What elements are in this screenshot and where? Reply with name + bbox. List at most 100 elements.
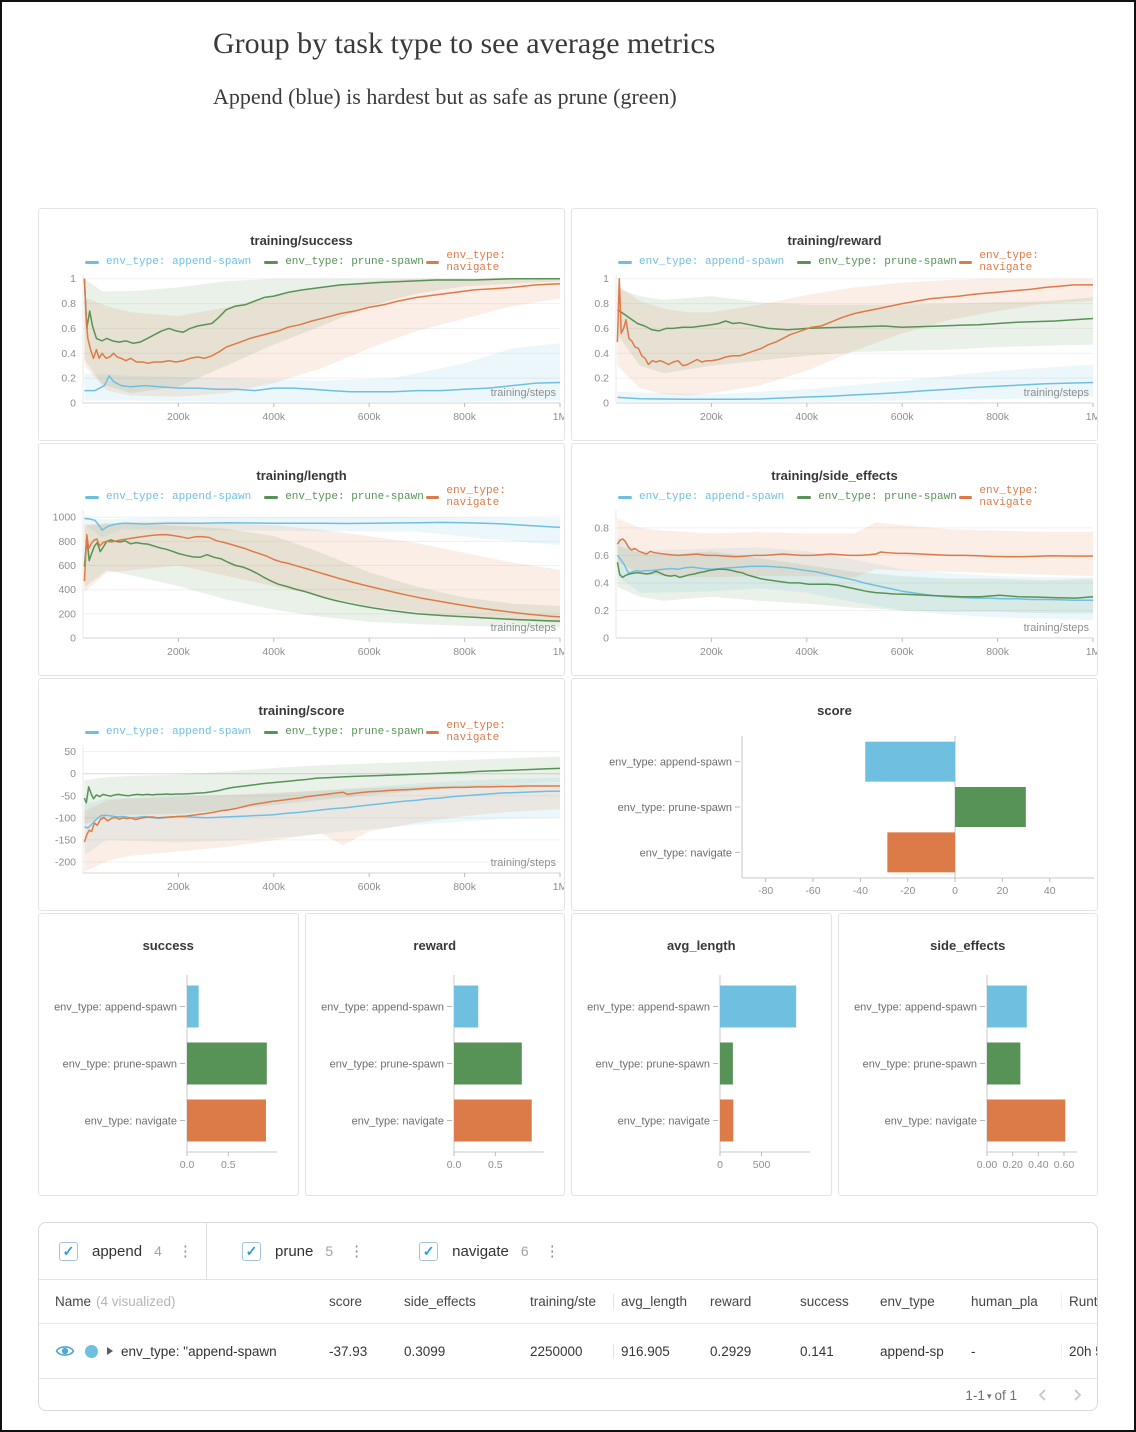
runset-tab-prune[interactable]: ✓ prune 5 ⋮ <box>242 1223 365 1279</box>
kebab-menu-icon[interactable]: ⋮ <box>177 1243 194 1260</box>
svg-text:0.0: 0.0 <box>180 1159 195 1171</box>
svg-text:50: 50 <box>64 746 76 758</box>
column-header-human-platform[interactable]: human_pla <box>971 1294 1038 1309</box>
checkbox-navigate[interactable]: ✓ <box>419 1241 439 1261</box>
runset-tab-navigate[interactable]: ✓ navigate 6 ⋮ <box>419 1223 561 1279</box>
prev-page-button[interactable] <box>1035 1387 1051 1403</box>
legend-item: env_type: navigate <box>958 250 1097 274</box>
svg-text:200k: 200k <box>700 411 724 423</box>
chevron-down-icon[interactable]: ▾ <box>986 1390 992 1401</box>
runset-tab-label[interactable]: append <box>92 1242 143 1260</box>
legend-item: env_type: navigate <box>958 485 1097 509</box>
column-header-score[interactable]: score <box>329 1294 363 1309</box>
svg-text:800k: 800k <box>453 411 477 423</box>
svg-text:600: 600 <box>58 560 76 572</box>
chart-legend: env_type: append-spawn env_type: prune-s… <box>85 720 564 744</box>
chart-canvas-training-success[interactable]: 0 0.2 0.4 0.6 0.8 1 200k 400k 600k 800k 1M training… <box>39 269 564 429</box>
panel-reward-bars: reward 0.0 0.5 env_type: append-spawn env_t… <box>304 913 565 1196</box>
svg-text:0.6: 0.6 <box>594 323 609 335</box>
svg-text:0: 0 <box>70 398 76 410</box>
legend-dash-icon <box>425 495 440 499</box>
svg-text:800k: 800k <box>453 881 477 893</box>
chart-canvas-training-side-effects[interactable]: 0 0.2 0.4 0.6 0.8 200k 400k 600k 800k 1M training/… <box>572 504 1097 664</box>
legend-label: env_type: append-spawn <box>106 491 252 503</box>
svg-text:env_type: prune-spawn: env_type: prune-spawn <box>329 1059 443 1071</box>
panel-training-score: training/score env_type: append-spawn en… <box>38 678 565 911</box>
expand-caret-icon[interactable] <box>107 1347 113 1355</box>
chart-canvas-training-length[interactable]: 0 200 400 600 800 1000 200k 400k 600k 800k 1M train… <box>39 504 564 664</box>
visibility-eye-icon[interactable] <box>55 1343 75 1359</box>
svg-text:0.60: 0.60 <box>1053 1159 1074 1171</box>
legend-item: env_type: append-spawn <box>618 491 797 503</box>
chart-legend: env_type: append-spawn env_type: prune-s… <box>618 485 1097 509</box>
column-header-avg-length[interactable]: avg_length <box>613 1294 710 1309</box>
svg-text:0.0: 0.0 <box>446 1159 461 1171</box>
legend-dash-icon <box>618 260 632 264</box>
svg-text:0.8: 0.8 <box>61 298 76 310</box>
svg-text:0.2: 0.2 <box>61 373 76 385</box>
runs-table: ✓ append 4 ⋮ ✓ prune 5 ⋮ ✓ navigate 6 ⋮ … <box>38 1222 1098 1411</box>
chart-canvas-side-effects-bars[interactable]: 0.00 0.20 0.40 0.60 env_type: append-spawn en… <box>839 965 1098 1190</box>
svg-text:0: 0 <box>70 768 76 780</box>
column-header-training-steps[interactable]: training/ste <box>530 1294 597 1309</box>
runset-count: 4 <box>154 1243 162 1259</box>
chart-canvas-success-bars[interactable]: 0.0 0.5 env_type: append-spawn env_type: pr… <box>39 965 298 1190</box>
chart-legend: env_type: append-spawn env_type: prune-s… <box>85 485 564 509</box>
svg-text:1: 1 <box>603 273 609 285</box>
run-name-link[interactable]: env_type: "append-spawn <box>121 1343 277 1359</box>
svg-text:0.6: 0.6 <box>61 323 76 335</box>
column-header-success[interactable]: success <box>800 1294 849 1309</box>
check-icon: ✓ <box>422 1242 435 1259</box>
kebab-menu-icon[interactable]: ⋮ <box>349 1243 366 1260</box>
svg-text:-100: -100 <box>55 812 76 824</box>
svg-text:200: 200 <box>58 608 76 620</box>
svg-text:0.40: 0.40 <box>1028 1159 1049 1171</box>
pagination-of: of 1 <box>994 1387 1017 1403</box>
runset-count: 5 <box>325 1243 334 1259</box>
svg-text:-50: -50 <box>61 790 76 802</box>
legend-dash-icon <box>85 260 99 264</box>
next-page-button[interactable] <box>1069 1387 1085 1403</box>
svg-text:20: 20 <box>997 885 1009 897</box>
column-header-side-effects[interactable]: side_effects <box>404 1294 476 1309</box>
runset-tab-label[interactable]: navigate <box>452 1242 509 1260</box>
chart-title: training/side_effects <box>771 468 898 483</box>
svg-text:400: 400 <box>58 584 76 596</box>
svg-text:-150: -150 <box>55 834 76 846</box>
checkbox-prune[interactable]: ✓ <box>242 1241 261 1261</box>
legend-label: env_type: prune-spawn <box>818 256 957 268</box>
svg-text:-80: -80 <box>758 885 773 897</box>
chart-title: success <box>142 938 194 953</box>
column-header-name[interactable]: Name (4 visualized) <box>39 1294 329 1309</box>
chart-canvas-reward-bars[interactable]: 0.0 0.5 env_type: append-spawn env_type: pr… <box>306 965 565 1190</box>
check-icon: ✓ <box>62 1242 75 1259</box>
column-header-runtime[interactable]: Runtime <box>1061 1294 1097 1309</box>
chart-canvas-training-score[interactable]: 50 0 -50 -100 -150 -200 200k 400k 600k 800k 1M trai… <box>39 739 564 899</box>
legend-dash-icon <box>958 260 973 264</box>
legend-dash-icon <box>264 260 279 264</box>
chart-canvas-score-bars[interactable]: -80 -60 -40 -20 0 20 40 env_type: append-spawn e… <box>572 728 1097 908</box>
svg-text:600k: 600k <box>891 646 915 658</box>
checkbox-append[interactable]: ✓ <box>59 1241 78 1261</box>
pagination-range[interactable]: 1-1 <box>965 1387 985 1403</box>
runset-tab-label[interactable]: prune <box>275 1242 314 1260</box>
legend-label: env_type: append-spawn <box>106 726 252 738</box>
panel-side-effects-bars: side_effects 0.00 0.20 0.40 0.60 env_type: a… <box>837 913 1098 1196</box>
chart-canvas-avg-length-bars[interactable]: 0 500 env_type: append-spawn env_type: prun… <box>572 965 831 1190</box>
chart-canvas-training-reward[interactable]: 0 0.2 0.4 0.6 0.8 1 200k 400k 600k 800k 1M training… <box>572 269 1097 429</box>
svg-text:1000: 1000 <box>53 512 77 524</box>
chart-title: side_effects <box>930 938 1006 953</box>
svg-text:500: 500 <box>753 1159 771 1171</box>
svg-text:env_type: navigate: env_type: navigate <box>640 847 732 859</box>
name-header-label: Name <box>55 1294 92 1309</box>
svg-text:400k: 400k <box>262 646 286 658</box>
svg-text:800k: 800k <box>986 646 1010 658</box>
column-header-reward[interactable]: reward <box>710 1294 752 1309</box>
chart-title: training/length <box>256 468 347 483</box>
column-header-env-type[interactable]: env_type <box>880 1294 935 1309</box>
runset-tab-append[interactable]: ✓ append 4 ⋮ <box>39 1223 207 1279</box>
kebab-menu-icon[interactable]: ⋮ <box>544 1243 561 1260</box>
svg-text:200k: 200k <box>167 411 191 423</box>
table-row[interactable]: env_type: "append-spawn -37.93 0.3099 22… <box>39 1324 1097 1379</box>
